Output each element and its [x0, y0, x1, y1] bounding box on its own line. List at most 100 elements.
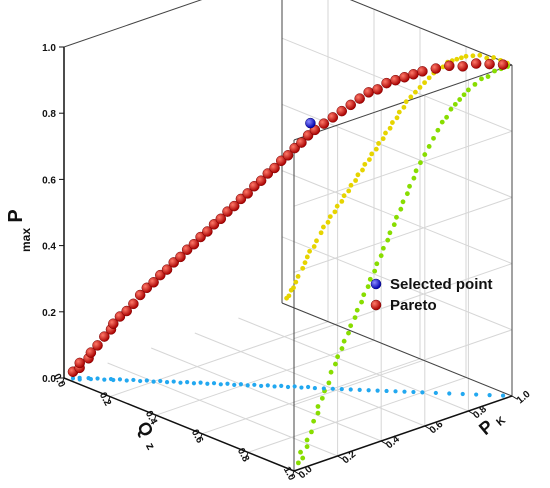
- projection-xy-point: [272, 384, 277, 389]
- z-tick-label: 1.0: [42, 43, 56, 54]
- projection-xy-point: [447, 391, 452, 396]
- projection-xy-point: [218, 382, 223, 387]
- projection-xz-point: [300, 265, 306, 271]
- projection-xz-point: [362, 161, 368, 167]
- projection-xz-point: [470, 53, 476, 59]
- x-tick-mark: [199, 433, 203, 440]
- projection-xy-point: [151, 379, 156, 384]
- projection-yz-point: [333, 361, 338, 367]
- projection-yz-point: [444, 114, 449, 120]
- projection-xy-point: [393, 389, 398, 394]
- projection-xz-point: [304, 254, 310, 260]
- projection-yz-point: [298, 449, 303, 455]
- projection-yz-point: [472, 81, 478, 87]
- projection-xy-point: [321, 386, 326, 391]
- projection-xy-point: [171, 379, 176, 384]
- projection-yz-point: [435, 127, 441, 133]
- projection-xz-point: [367, 157, 372, 163]
- legend-label-pareto: Pareto: [390, 297, 437, 314]
- pareto-point: [242, 188, 253, 199]
- projection-xy-point: [117, 377, 123, 382]
- projection-xy-point: [225, 381, 230, 386]
- projection-xz-point: [311, 244, 317, 249]
- projection-xz-point: [307, 248, 312, 254]
- pareto-point: [327, 112, 339, 123]
- projection-xy-point: [292, 384, 297, 389]
- grid-line: [293, 263, 513, 340]
- pareto-point: [255, 175, 267, 186]
- frame-edge: [349, 0, 513, 66]
- legend: Selected point Pareto: [370, 276, 493, 314]
- x-tick-label: 0.2: [97, 391, 113, 409]
- projection-xy-point: [191, 381, 197, 386]
- grid-line: [293, 329, 513, 406]
- projection-xz-point: [286, 293, 292, 299]
- pareto-point: [430, 63, 442, 74]
- projection-yz-point: [348, 323, 354, 329]
- projection-xz-point: [355, 172, 361, 178]
- projection-xy-point: [131, 377, 136, 383]
- y-tick-label: 0.2: [340, 449, 358, 467]
- projection-yz-point: [466, 87, 471, 93]
- projection-xy-point: [299, 385, 304, 390]
- projection-xz-point: [325, 219, 331, 225]
- projection-yz-point: [374, 261, 380, 267]
- projection-xz-point: [291, 285, 296, 291]
- frame-edge: [293, 64, 513, 141]
- projection-xz-point: [318, 230, 324, 236]
- projection-xz-point: [321, 224, 326, 230]
- projection-xz-point: [314, 238, 319, 244]
- pareto-point: [188, 238, 200, 250]
- pareto-point: [121, 305, 132, 317]
- z-tick-label: 0.4: [42, 242, 56, 253]
- projection-yz-point: [341, 338, 347, 344]
- projection-xz-point: [295, 274, 301, 279]
- pareto-point: [484, 58, 495, 70]
- pareto-point: [282, 150, 294, 161]
- projection-yz-point: [300, 455, 306, 461]
- axis-frame: [59, 0, 518, 478]
- projection-xy-point: [330, 386, 335, 391]
- projection-yz-point: [326, 380, 332, 386]
- projection-xy-point: [306, 384, 311, 390]
- pareto-point: [444, 60, 455, 72]
- projection-yz-point: [311, 418, 317, 424]
- projection-xy-point: [70, 376, 76, 381]
- projection-xy-point: [500, 393, 506, 398]
- projection-xz-point: [408, 94, 414, 100]
- projection-yz-point: [378, 253, 384, 259]
- projection-yz-point: [398, 206, 404, 212]
- projection-xy-point: [238, 382, 243, 387]
- y-axis-line: [293, 395, 513, 472]
- pareto-point: [215, 213, 227, 225]
- projection-yz-point: [394, 214, 399, 220]
- grid-line: [201, 358, 421, 435]
- pareto-point: [457, 61, 468, 72]
- projection-xy-point: [95, 376, 100, 381]
- projection-yz-point: [461, 92, 467, 98]
- y-axis-subscript: K: [494, 415, 508, 429]
- pareto-point: [390, 74, 401, 86]
- projection-yz-point: [391, 222, 397, 228]
- x-tick-mark: [107, 396, 111, 403]
- projection-yz-point: [457, 97, 463, 102]
- grid-line: [107, 362, 338, 457]
- projection-xy-point: [111, 377, 116, 383]
- projection-yz-point: [431, 135, 436, 141]
- projection-xz-point: [327, 214, 333, 220]
- projection-yz-point: [367, 276, 373, 282]
- y-tick-label: 0.0: [297, 464, 315, 482]
- grid-line: [151, 347, 382, 442]
- projection-xy-point: [384, 388, 389, 394]
- projection-yz-point: [304, 437, 310, 443]
- projection-yz-point: [309, 429, 314, 435]
- y-tick-mark: [337, 455, 343, 460]
- grid-line: [238, 317, 469, 412]
- pareto-point: [399, 71, 410, 83]
- x-tick-label: 0.6: [189, 428, 205, 446]
- pareto-point: [296, 137, 307, 148]
- y-tick-mark: [424, 425, 431, 430]
- x-axis-line: [63, 377, 295, 472]
- projection-xy-point: [102, 377, 107, 382]
- projection-xz-point: [413, 89, 418, 95]
